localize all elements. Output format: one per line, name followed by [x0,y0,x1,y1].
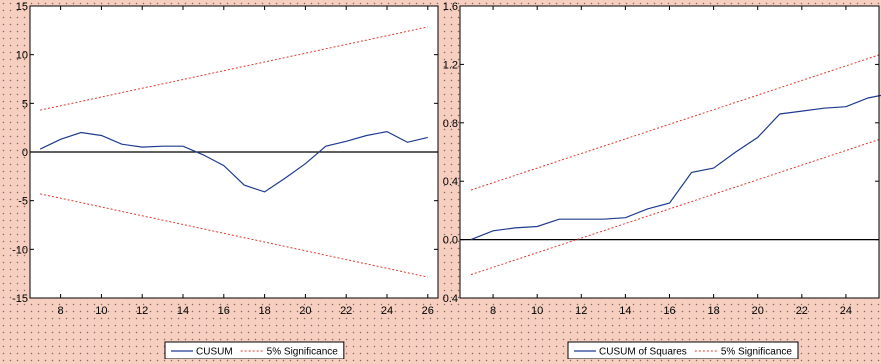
x-tick-label: 16 [218,305,230,317]
y-tick-label: -10 [12,244,28,256]
y-tick-label: 0.8 [443,118,458,130]
x-tick-label: 8 [58,305,64,317]
y-tick-label: 10 [16,50,28,62]
x-tick-label: 8 [490,305,496,317]
y-tick-label: 5 [22,98,28,110]
x-tick-label: 24 [381,305,393,317]
y-tick-label: 0 [22,147,28,159]
y-tick-label: 1.2 [443,59,458,71]
y-tick-label: -15 [12,293,28,305]
legend-label: 5% Significance [721,347,793,358]
x-tick-label: 12 [136,305,148,317]
significance-bound-line [470,138,881,276]
x-tick-label: 10 [95,305,107,317]
x-tick-label: 26 [422,305,434,317]
y-tick-label: 1.6 [443,1,458,13]
cusum-squares-chart: -0.4 0.0 0.4 0.8 1.2 1.6 8 10 12 14 16 18 20 22 24 CUSU… [439,1,881,360]
legend-label: 5% Significance [267,347,339,358]
y-tick-label: -5 [18,196,28,208]
plot-frame [459,5,880,299]
plot-area [460,6,879,298]
y-tick-label: 0.4 [443,176,458,188]
legend: CUSUM of Squares 5% Significance [567,341,799,360]
cusum-squares-chart-panel: -0.4 0.0 0.4 0.8 1.2 1.6 8 10 12 14 16 18 20 22 24 CUSU… [439,0,881,360]
legend-label: CUSUM of Squares [599,347,687,358]
cusum-chart: -15 -10 -5 0 5 10 15 8 10 12 14 16 18 20 22 24 26 CUSUM 5%… [12,1,439,360]
plot-frame [29,5,439,299]
x-tick-label: 10 [531,305,543,317]
significance-bound-line [470,53,881,191]
cusum-series-line [39,130,428,193]
x-tick-label: 14 [619,305,631,317]
x-tick-label: 14 [177,305,189,317]
x-tick-label: 20 [299,305,311,317]
y-tick-label: 15 [16,1,28,13]
x-tick-label: 18 [258,305,270,317]
y-tick-label: 0.0 [443,235,458,247]
legend-label: CUSUM [196,347,233,358]
cusumsq-series-line [470,94,881,241]
x-tick-label: 22 [796,305,808,317]
x-tick-label: 16 [663,305,675,317]
y-tick-label: -0.4 [442,293,458,305]
x-tick-label: 12 [575,305,587,317]
x-tick-label: 24 [840,305,852,317]
x-tick-label: 22 [340,305,352,317]
legend: CUSUM 5% Significance [164,341,345,360]
cusum-chart-panel: -15 -10 -5 0 5 10 15 8 10 12 14 16 18 20 22 24 26 CUSUM 5%… [0,0,442,360]
x-tick-label: 20 [752,305,764,317]
x-tick-label: 18 [707,305,719,317]
